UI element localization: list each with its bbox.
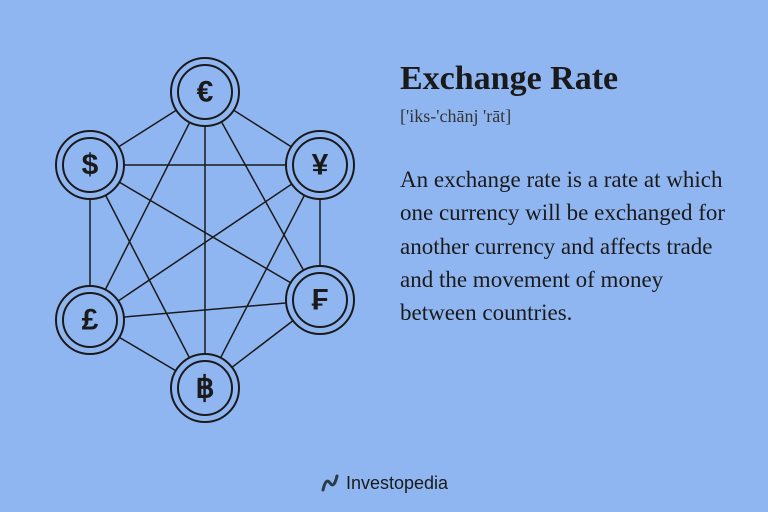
definition-text: An exchange rate is a rate at which one … [400,163,740,330]
term-title: Exchange Rate [400,60,740,98]
currency-node-eur: € [171,58,239,126]
network-edge [205,92,320,300]
currency-symbol: £ [82,304,99,337]
currency-node-chf: ₣ [286,266,354,334]
currency-symbol: ¥ [312,149,329,182]
brand-footer: Investopedia [0,473,768,499]
investopedia-logo-icon [320,473,340,493]
currency-symbol: € [197,76,214,109]
definition-block: Exchange Rate ['iks-'chānj 'rāt] An exch… [400,60,740,330]
currency-network-diagram: € ¥ ₣ ฿ £ $ [0,0,380,460]
brand-name: Investopedia [346,473,448,494]
currency-symbol: $ [82,149,99,182]
infographic-canvas: € ¥ ₣ ฿ £ $ Exchange Rate ['iks-'chānj 'rāt] … [0,0,768,512]
currency-node-jpy: ¥ [286,131,354,199]
pronunciation: ['iks-'chānj 'rāt] [400,106,740,127]
network-edge [90,92,205,320]
currency-symbol: ₣ [312,284,329,317]
currency-symbol: ฿ [195,372,214,405]
currency-node-gbp: £ [56,286,124,354]
currency-node-usd: $ [56,131,124,199]
currency-node-thb: ฿ [171,354,239,422]
